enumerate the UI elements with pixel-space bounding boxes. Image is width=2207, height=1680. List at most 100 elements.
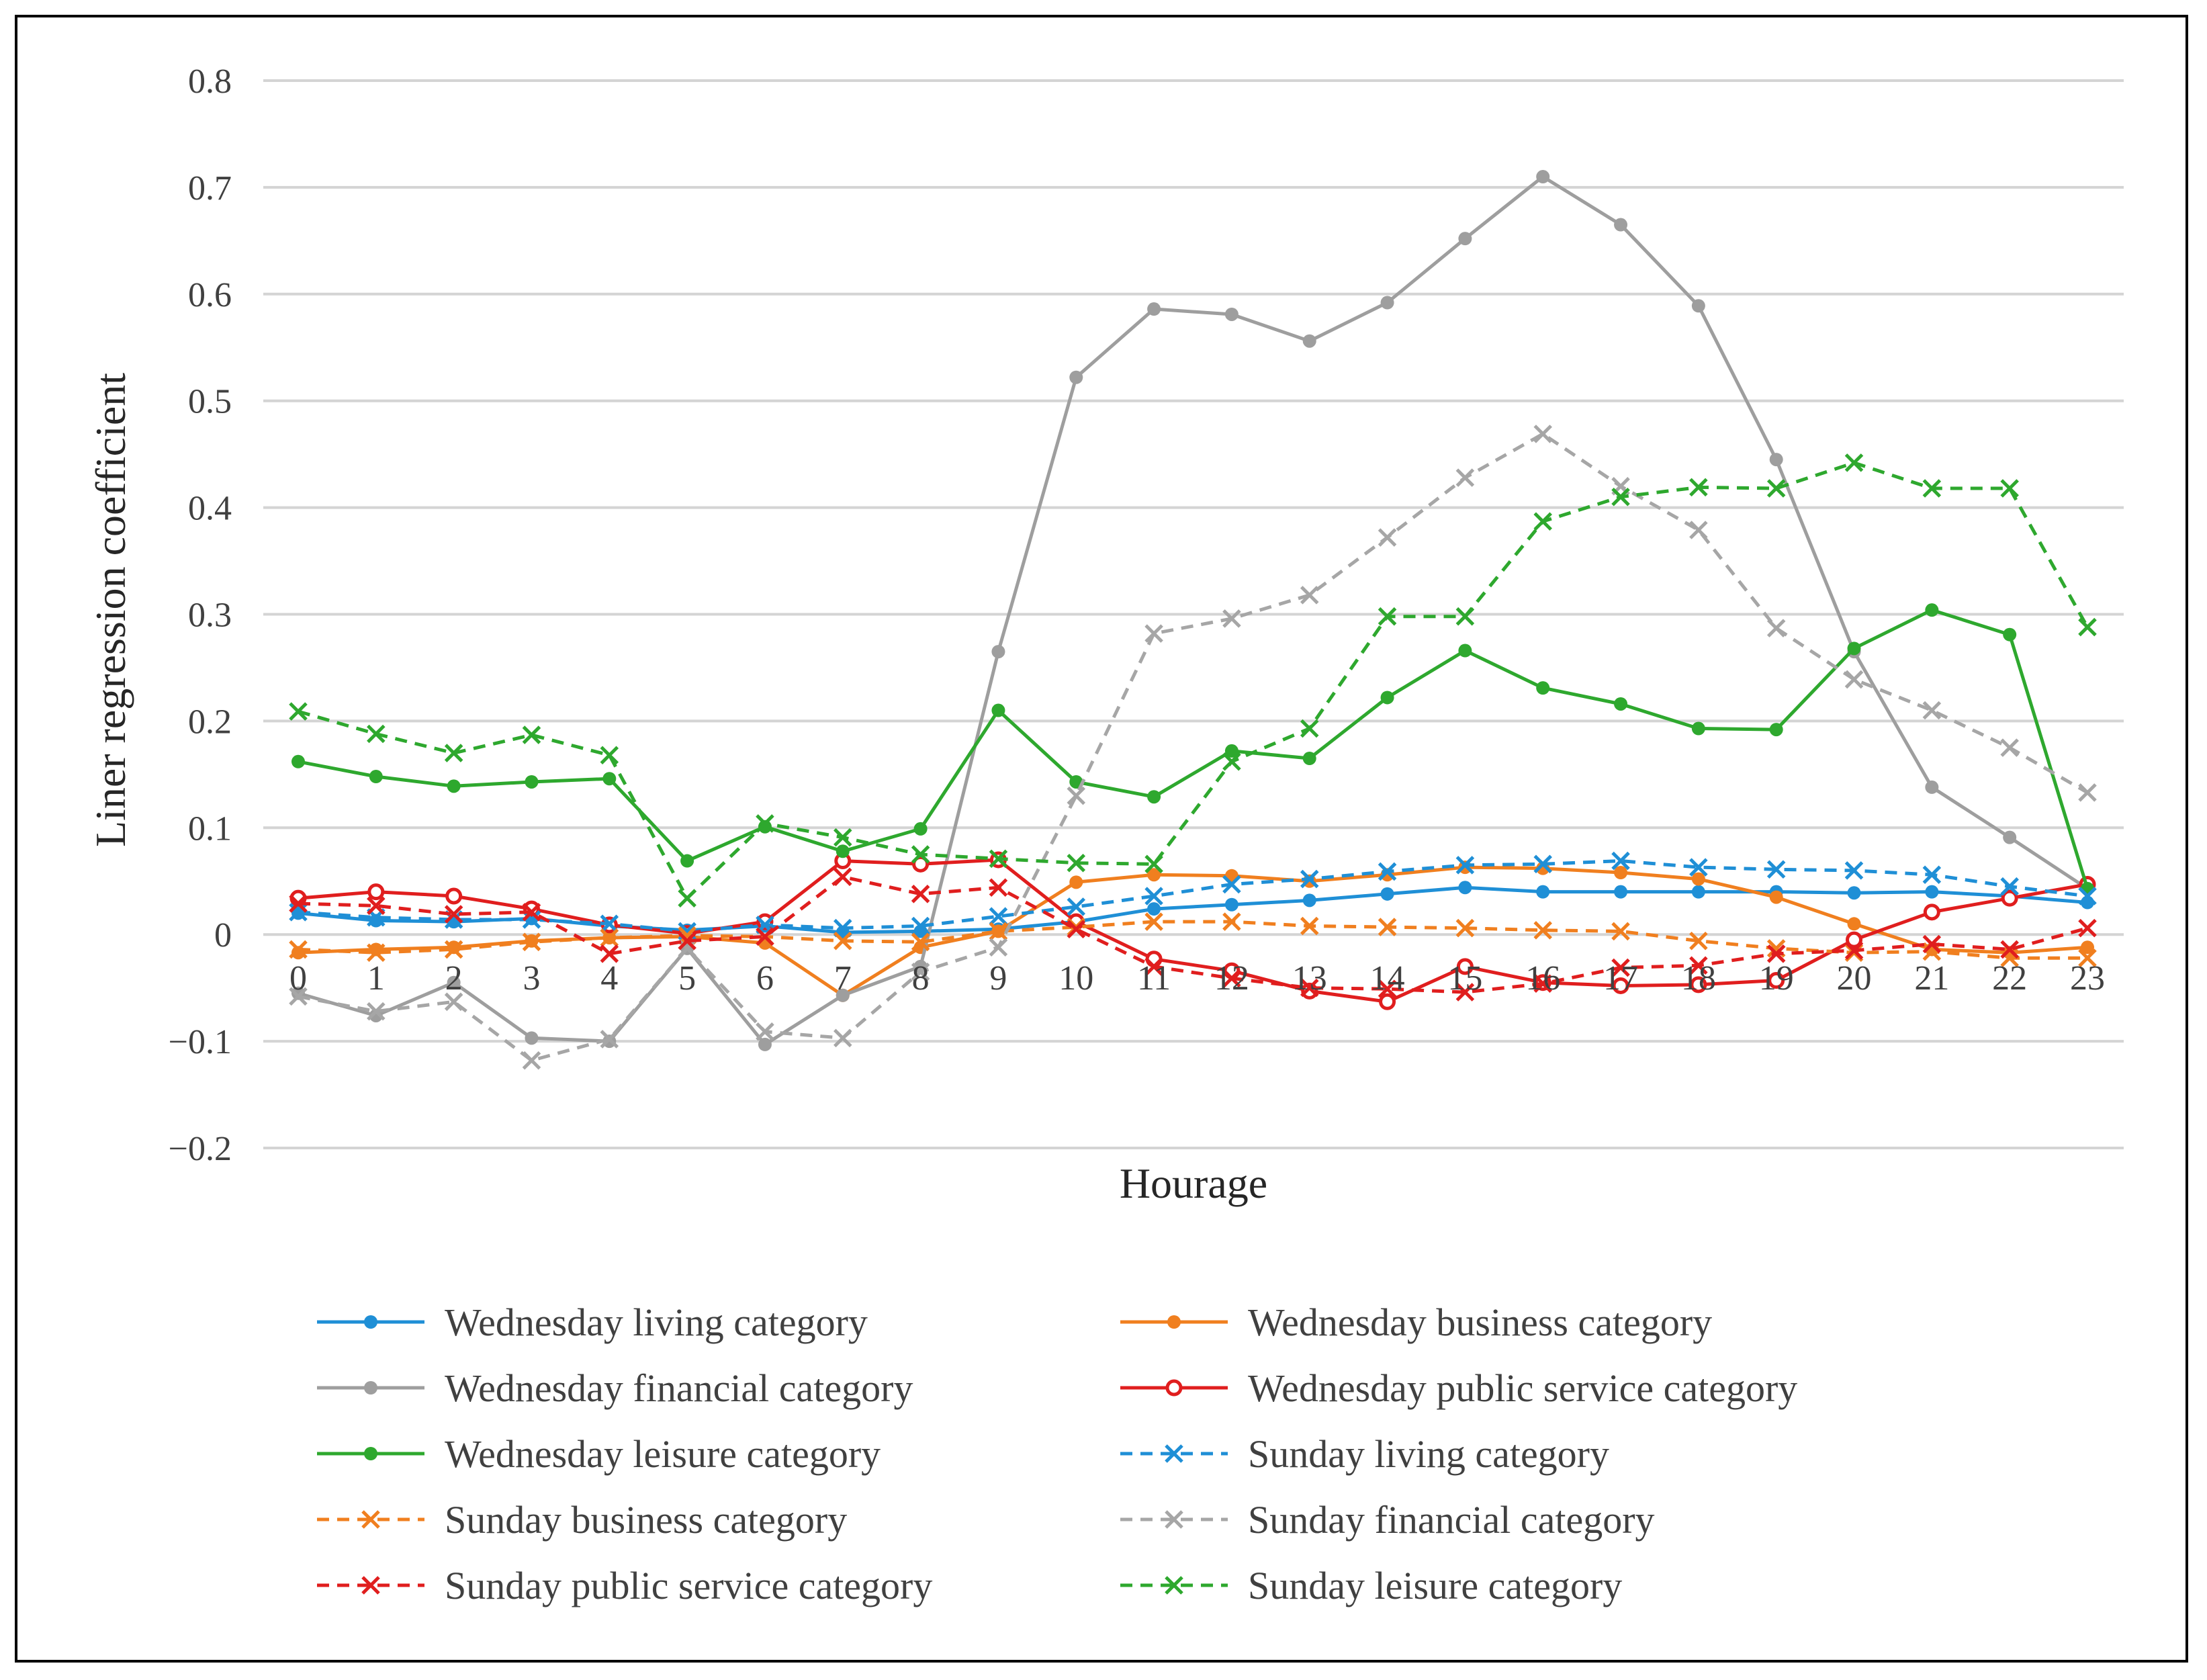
- x-tick-label: 12: [1214, 959, 1249, 998]
- data-point: [989, 938, 1008, 957]
- y-axis-title: Liner regression coefficient: [87, 373, 134, 847]
- x-tick-label: 16: [1525, 959, 1560, 998]
- x-tick-label: 7: [834, 959, 852, 998]
- series-lines: [289, 170, 2097, 1070]
- data-point: [1922, 942, 1942, 961]
- legend-item: Wednesday living category: [317, 1300, 868, 1344]
- data-point: [1847, 886, 1861, 900]
- data-point: [1766, 479, 1786, 498]
- x-tick-label: 5: [678, 959, 696, 998]
- y-tick-label: 0.2: [188, 703, 232, 741]
- data-point: [1847, 917, 1861, 931]
- data-point: [522, 903, 541, 922]
- data-point: [1689, 931, 1708, 950]
- data-point: [1614, 218, 1628, 232]
- series-line: [298, 461, 2089, 900]
- data-point: [1144, 854, 1163, 874]
- data-point: [1224, 897, 1238, 912]
- data-point: [1300, 719, 1319, 738]
- data-point: [1380, 691, 1394, 705]
- legend-item: Wednesday business category: [1120, 1300, 1712, 1344]
- data-point: [756, 1022, 774, 1041]
- data-point: [1691, 885, 1705, 899]
- data-point: [1847, 642, 1861, 656]
- data-point: [989, 849, 1008, 869]
- data-point: [522, 932, 541, 952]
- data-point: [1769, 453, 1783, 467]
- data-point: [989, 907, 1008, 926]
- data-point: [522, 1051, 541, 1070]
- y-tick-label: −0.2: [169, 1130, 232, 1168]
- data-point: [2078, 617, 2097, 637]
- series-line: [298, 875, 2088, 994]
- data-point: [1222, 969, 1241, 988]
- data-point: [1925, 885, 1939, 899]
- data-point: [2003, 627, 2017, 642]
- data-point: [1378, 607, 1397, 626]
- data-point: [2000, 479, 2019, 498]
- data-point: [678, 889, 696, 908]
- data-point: [834, 828, 852, 847]
- data-point: [1611, 487, 1630, 506]
- data-point: [602, 772, 617, 786]
- data-point: [1378, 528, 1397, 547]
- data-point: [1533, 974, 1552, 993]
- data-point: [1844, 453, 1864, 472]
- data-point: [369, 770, 383, 784]
- data-point: [1300, 916, 1319, 936]
- data-point: [1846, 931, 1863, 948]
- legend-item: Sunday business category: [317, 1498, 847, 1542]
- data-point: [911, 963, 930, 981]
- data-point: [1067, 897, 1086, 916]
- legend-label: Wednesday public service category: [1248, 1366, 1797, 1410]
- data-point: [1922, 934, 1942, 954]
- data-point: [600, 944, 619, 963]
- data-point: [834, 867, 852, 887]
- y-tick-label: 0.6: [188, 276, 232, 314]
- series-line: [298, 858, 2088, 1004]
- data-point: [289, 940, 308, 959]
- series-line: [298, 865, 2088, 998]
- data-point: [1167, 1315, 1181, 1329]
- series-group: [289, 453, 2097, 908]
- series-group: [291, 603, 2094, 895]
- data-point: [1614, 885, 1628, 899]
- data-point: [834, 1028, 852, 1048]
- data-point: [1222, 752, 1241, 771]
- x-axis-title: Hourage: [1120, 1159, 1267, 1207]
- legend-label: Sunday financial category: [1248, 1498, 1655, 1542]
- x-tick-label: 13: [1292, 959, 1327, 998]
- y-tick-label: 0.1: [188, 809, 232, 848]
- x-tick-label: 17: [1603, 959, 1638, 998]
- x-tick-label: 6: [756, 959, 774, 998]
- data-point: [445, 887, 463, 905]
- y-tick-label: 0.7: [188, 169, 232, 208]
- y-tick-label: 0.8: [188, 62, 232, 101]
- data-point: [367, 1002, 386, 1021]
- data-point: [289, 987, 308, 1006]
- data-point: [1300, 586, 1319, 605]
- data-point: [1922, 479, 1942, 498]
- series-group: [291, 170, 2094, 1051]
- data-point: [1455, 918, 1475, 938]
- data-point: [911, 916, 930, 936]
- data-point: [1611, 958, 1630, 977]
- x-tick-label: 15: [1447, 959, 1482, 998]
- data-point: [1612, 977, 1629, 994]
- legend: Wednesday living category Wednesday busin…: [317, 1300, 1797, 1607]
- series-line: [298, 432, 2089, 1063]
- data-point: [1224, 744, 1238, 758]
- data-point: [991, 703, 1005, 717]
- legend-item: Wednesday leisure category: [317, 1432, 881, 1476]
- data-point: [525, 775, 539, 789]
- data-point: [361, 1576, 380, 1595]
- x-tick-label: 14: [1370, 959, 1405, 998]
- data-point: [1689, 858, 1708, 877]
- data-point: [1147, 790, 1161, 804]
- data-point: [1147, 302, 1161, 316]
- legend-label: Wednesday living category: [445, 1300, 868, 1344]
- data-point: [1458, 644, 1472, 658]
- data-point: [2081, 940, 2094, 955]
- x-tick-label: 18: [1681, 959, 1716, 998]
